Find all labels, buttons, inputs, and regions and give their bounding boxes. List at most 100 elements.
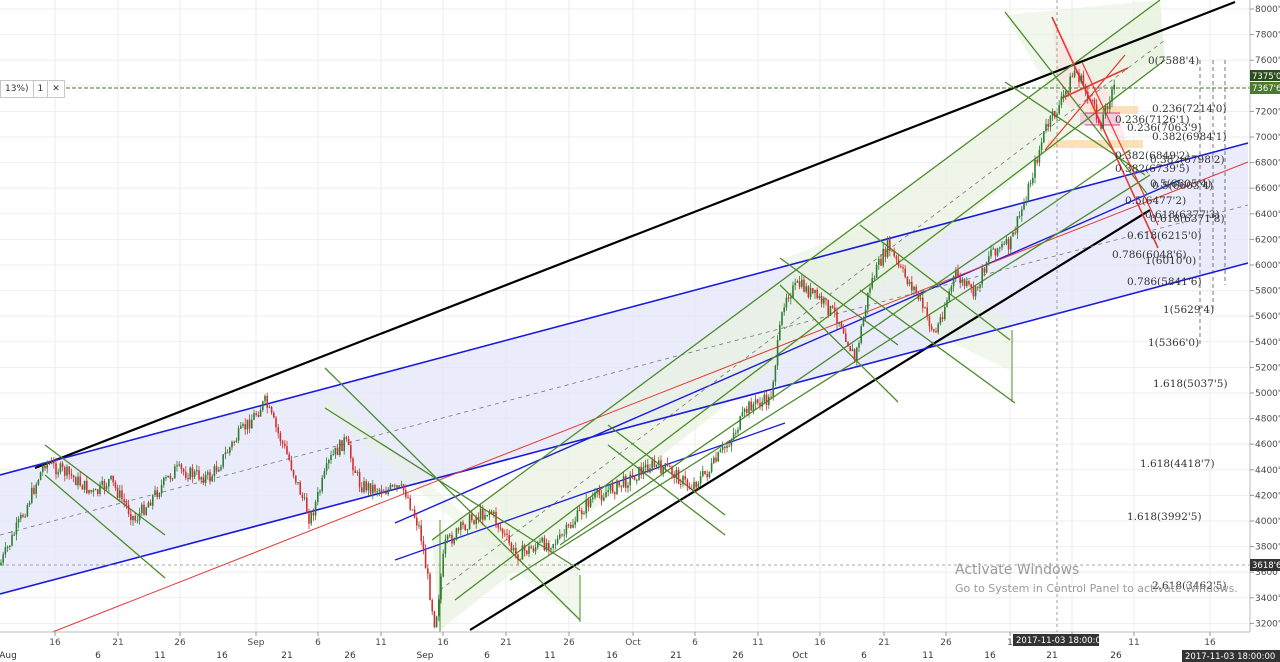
price-tick-label: 5800'0 [1255, 287, 1280, 297]
candle-body [631, 474, 634, 476]
candle-body [1003, 243, 1005, 245]
drawing-toolbox[interactable]: 13%) 1 ✕ [0, 80, 65, 98]
candle-body [933, 329, 935, 332]
candle-body [1049, 116, 1052, 127]
candle-body [530, 546, 532, 549]
time-subtick-label: 16 [984, 651, 996, 661]
green-pitch-4 [559, 149, 1131, 546]
shaded-regions [0, 0, 1248, 630]
candle-body [163, 477, 165, 485]
candle-body [671, 467, 673, 475]
candle-body [818, 295, 821, 299]
candle-body [1027, 183, 1030, 202]
candle-body [39, 471, 42, 480]
candle-body [1111, 89, 1113, 102]
time-tick-label: 21 [500, 638, 511, 648]
time-tick-label: 1 [1007, 638, 1013, 648]
candle-body [831, 305, 834, 308]
candle-body [600, 494, 603, 501]
candle-body [466, 529, 469, 531]
candle-body [618, 480, 620, 486]
time-tick-label: 6 [315, 638, 321, 648]
candle-body [156, 490, 158, 498]
candle-body [655, 464, 658, 467]
candle-body [838, 321, 840, 324]
candle-body [581, 510, 583, 515]
candle-body [622, 476, 625, 487]
toolbox-close-icon[interactable]: ✕ [52, 84, 60, 94]
candle-body [1084, 85, 1087, 92]
candle-body [941, 317, 944, 320]
candle-body [376, 491, 378, 493]
candle-body [455, 528, 458, 540]
time-subtick-label: 6 [95, 651, 101, 661]
candle-body [715, 457, 717, 462]
candle-body [1109, 101, 1111, 110]
candle-body [424, 550, 427, 569]
candle-body [928, 316, 931, 327]
candle-body [273, 412, 275, 418]
price-axis[interactable]: 8000'07800'07600'07400'07200'07000'06800… [1249, 0, 1280, 632]
candle-body [981, 268, 983, 285]
price-tag-crosshair: 3618'6 [1252, 561, 1280, 571]
fib-level-label: 2.618(3462'5) [1152, 580, 1227, 592]
candle-body [1078, 72, 1080, 83]
time-subtick-label: 26 [1110, 651, 1122, 661]
candle-body [420, 525, 422, 542]
candle-body [730, 439, 733, 446]
fib-level-label: 0.618(6371'8) [1150, 213, 1225, 225]
dashed-center-1 [0, 204, 1249, 536]
candle-body [37, 479, 40, 485]
candle-body [391, 485, 394, 487]
candle-body [119, 490, 121, 498]
time-subtick-label: 26 [344, 651, 356, 661]
candle-body [627, 485, 629, 488]
candle-body [413, 509, 416, 518]
candle-body [743, 408, 746, 413]
candle-body [112, 475, 114, 483]
candle-body [312, 512, 315, 516]
candle-body [497, 523, 499, 528]
candle-body [1102, 114, 1104, 130]
price-tag-current: 7367'6 [1252, 84, 1280, 94]
candle-body [488, 511, 491, 515]
drawn-lines[interactable] [0, 0, 1250, 634]
candle-body [471, 514, 473, 521]
candle-body [134, 515, 136, 521]
candle-body [1065, 91, 1067, 95]
candle-body [486, 514, 488, 516]
candle-body [994, 248, 997, 256]
green-perp-11 [1004, 11, 1149, 196]
candle-body [328, 460, 330, 464]
candle-body [867, 292, 869, 310]
black-trendline-upper [34, 0, 1236, 470]
candle-body [246, 419, 249, 430]
candle-body [884, 248, 887, 257]
candle-body [563, 534, 565, 536]
candle-body [869, 287, 871, 293]
candle-body [944, 306, 946, 320]
time-subtick-label: Aug [0, 651, 17, 661]
candle-body [435, 616, 438, 628]
candle-body [825, 298, 827, 301]
candle-body [57, 472, 59, 475]
fib-level-label: 1(6010'0) [1145, 255, 1196, 267]
green-perp-5 [607, 424, 726, 516]
candle-body [88, 490, 90, 494]
candle-body [878, 258, 880, 265]
red-fib-line-3 [1061, 67, 1129, 99]
pitchfork-fill-2 [780, 230, 1010, 370]
candle-body [319, 491, 321, 493]
price-tick-label: 3800'0 [1255, 543, 1280, 553]
candle-body [460, 522, 462, 530]
candle-body [453, 539, 455, 544]
candle-body [1040, 142, 1043, 151]
candle-body [372, 484, 374, 494]
candle-body [191, 467, 194, 478]
candle-body [174, 466, 176, 479]
candle-body [281, 441, 284, 444]
candle-body [1005, 239, 1008, 244]
candle-body [776, 340, 779, 366]
candle-body [816, 289, 818, 299]
